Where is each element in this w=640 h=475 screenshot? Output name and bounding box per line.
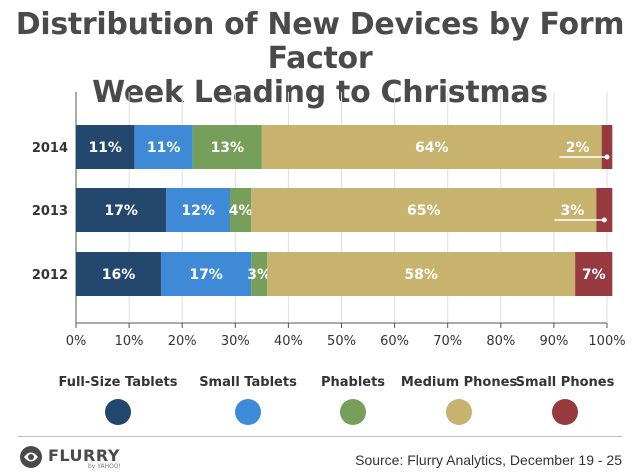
x-tick-label: 50% bbox=[327, 334, 356, 349]
legend-swatch bbox=[340, 399, 366, 425]
legend-label: Small Phones bbox=[516, 375, 615, 390]
source-note: Source: Flurry Analytics, December 19 - … bbox=[355, 452, 622, 468]
bar-segment bbox=[76, 252, 161, 296]
footer-divider bbox=[18, 436, 622, 437]
stacked-bar-chart: 0% 10% 20% 30% 40% 50% 60% 70% 80% 90% 100% 2014 11%… bbox=[32, 92, 626, 425]
x-tick-label: 80% bbox=[486, 334, 515, 349]
x-tick-label: 30% bbox=[221, 334, 250, 349]
data-label: 11% bbox=[147, 140, 181, 156]
legend-label: Medium Phones bbox=[401, 375, 518, 390]
bar-segment bbox=[575, 252, 613, 296]
data-label: 16% bbox=[102, 267, 136, 283]
data-label: 3% bbox=[560, 203, 584, 219]
bar-segment bbox=[601, 125, 613, 169]
legend-label: Phablets bbox=[321, 375, 385, 390]
data-label: 17% bbox=[104, 203, 138, 219]
bar-segment bbox=[251, 188, 597, 232]
x-tick-label: 60% bbox=[380, 334, 409, 349]
x-tick-label: 40% bbox=[274, 334, 303, 349]
label-leader-dot bbox=[604, 154, 610, 160]
flurry-logo-icon bbox=[20, 446, 42, 468]
x-tick-label: 90% bbox=[539, 334, 568, 349]
data-label: 12% bbox=[181, 203, 215, 219]
logo-byline: by YAHOO! bbox=[88, 463, 121, 470]
data-label: 17% bbox=[189, 267, 223, 283]
data-label: 7% bbox=[582, 267, 606, 283]
bar-segment bbox=[134, 125, 193, 169]
x-tick-label: 100% bbox=[588, 334, 625, 349]
x-tick-label: 70% bbox=[433, 334, 462, 349]
label-leader-dot bbox=[601, 217, 607, 223]
bar-segment bbox=[192, 125, 262, 169]
x-tick-label: 10% bbox=[115, 334, 144, 349]
data-label: 2% bbox=[566, 140, 590, 156]
bar-segment bbox=[76, 125, 135, 169]
bar-segment bbox=[261, 125, 602, 169]
data-label: 65% bbox=[407, 203, 441, 219]
category-label: 2012 bbox=[32, 268, 68, 283]
chart-title: Distribution of New Devices by Form Fact… bbox=[0, 8, 640, 110]
flurry-logo: FLURRY by YAHOO! bbox=[18, 444, 138, 470]
logo-wordmark: FLURRY bbox=[48, 446, 120, 465]
x-tick-label: 0% bbox=[66, 334, 87, 349]
chart-subtitle-line: Week Leading to Christmas bbox=[92, 75, 548, 110]
chart-title-line: Distribution of New Devices by Form Fact… bbox=[15, 7, 625, 76]
bar-segment bbox=[166, 188, 230, 232]
bar-segment bbox=[160, 252, 252, 296]
bar-segment bbox=[596, 188, 613, 232]
bar-segment bbox=[251, 252, 268, 296]
legend-swatch bbox=[552, 399, 578, 425]
bar-segment bbox=[76, 188, 167, 232]
data-label: 13% bbox=[211, 140, 245, 156]
legend-label: Small Tablets bbox=[199, 375, 297, 390]
data-label: 58% bbox=[404, 267, 438, 283]
x-tick-label: 20% bbox=[168, 334, 197, 349]
data-label: 11% bbox=[88, 140, 122, 156]
data-label: 64% bbox=[415, 140, 449, 156]
data-label: 3% bbox=[247, 267, 271, 283]
bar-segment bbox=[229, 188, 252, 232]
category-label: 2013 bbox=[32, 204, 68, 219]
bar-segment bbox=[267, 252, 576, 296]
legend-swatch bbox=[235, 399, 261, 425]
legend-label: Full-Size Tablets bbox=[58, 375, 177, 390]
legend-swatch bbox=[105, 399, 131, 425]
category-label: 2014 bbox=[32, 141, 68, 156]
legend-swatch bbox=[446, 399, 472, 425]
data-label: 4% bbox=[229, 203, 253, 219]
